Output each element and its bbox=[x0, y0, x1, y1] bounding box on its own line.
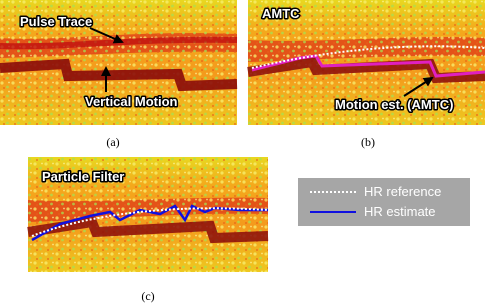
panel-c: Particle Filter bbox=[27, 157, 269, 272]
panel-title: AMTC bbox=[262, 6, 300, 21]
legend-label: HR reference bbox=[364, 184, 441, 199]
panel-title: Pulse Trace bbox=[20, 14, 92, 29]
caption: (c) bbox=[141, 289, 154, 303]
panel-title: Particle Filter bbox=[42, 169, 124, 184]
legend: HR reference HR estimate bbox=[298, 178, 470, 226]
annotation: Motion est. (AMTC) bbox=[335, 97, 453, 112]
annotation: Vertical Motion bbox=[85, 94, 178, 109]
panel-b: AMTC Motion est. (AMTC) bbox=[247, 0, 485, 125]
caption: (a) bbox=[106, 135, 119, 149]
panel-a: Pulse Trace Vertical Motion bbox=[0, 0, 238, 125]
legend-label: HR estimate bbox=[364, 204, 436, 219]
caption: (b) bbox=[361, 135, 375, 149]
